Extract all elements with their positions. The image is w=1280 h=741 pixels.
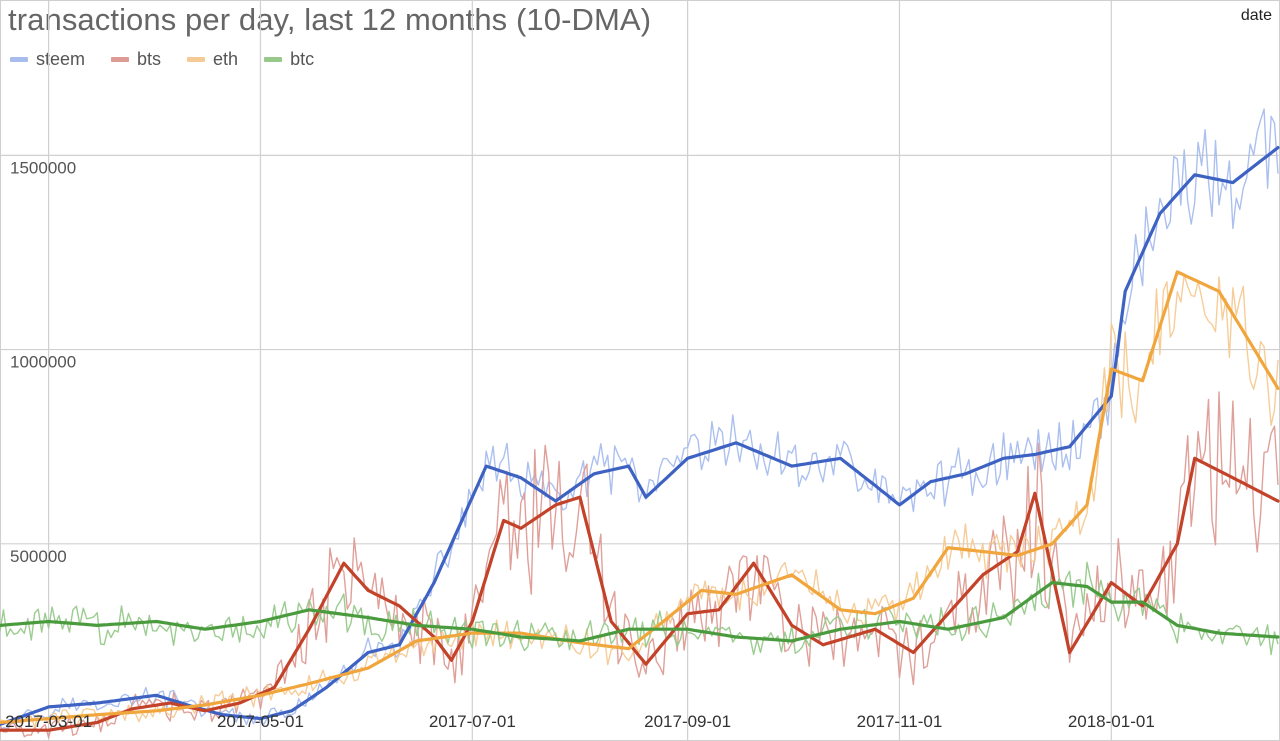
series-line-steem xyxy=(0,146,1280,726)
legend-swatch-bts xyxy=(111,57,130,62)
y-tick-label-0: 500000 xyxy=(10,547,67,566)
series-line-eth xyxy=(0,270,1280,725)
tick-labels: 500000 1000000 1500000 2017-03-01 2017-05-01… xyxy=(5,158,1155,731)
chart-title: transactions per day, last 12 months (10… xyxy=(8,2,652,37)
legend-item-btc[interactable]: btc xyxy=(264,49,314,70)
x-axis-label: date xyxy=(1240,7,1272,24)
raw-series-layer xyxy=(0,108,1279,739)
smoothed-series-layer xyxy=(0,146,1280,732)
series-line-bts xyxy=(0,456,1280,732)
series-raw-bts xyxy=(0,391,1279,739)
legend-label-eth: eth xyxy=(213,49,239,69)
x-tick-label-5: 2018-01-01 xyxy=(1068,712,1155,731)
x-tick-label-1: 2017-05-01 xyxy=(217,712,304,731)
y-tick-label-1: 1000000 xyxy=(10,353,76,372)
legend-label-btc: btc xyxy=(290,49,315,69)
legend-item-eth[interactable]: eth xyxy=(187,49,238,70)
legend-swatch-btc xyxy=(264,57,283,62)
legend-swatch-steem xyxy=(10,57,28,62)
x-tick-label-4: 2017-11-01 xyxy=(857,712,943,731)
x-tick-label-0: 2017-03-01 xyxy=(5,712,92,731)
x-tick-label-2: 2017-07-01 xyxy=(429,712,516,731)
y-tick-label-2: 1500000 xyxy=(10,158,76,177)
x-tick-label-3: 2017-09-01 xyxy=(644,712,731,731)
series-raw-steem xyxy=(0,108,1279,732)
legend-item-bts[interactable]: bts xyxy=(111,49,161,70)
legend-label-bts: bts xyxy=(137,49,162,69)
series-line-btc xyxy=(0,581,1280,643)
legend-swatch-eth xyxy=(187,57,206,62)
